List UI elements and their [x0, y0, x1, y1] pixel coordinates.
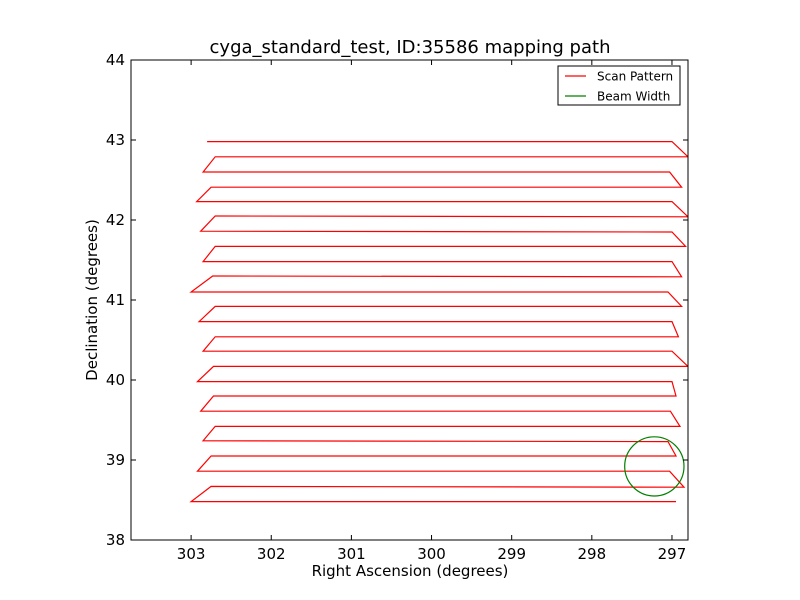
y-tick-label: 40	[106, 371, 125, 389]
y-tick-label: 38	[106, 531, 125, 549]
legend-box	[557, 65, 681, 106]
legend: Scan Pattern Beam Width	[557, 65, 681, 106]
chart-title: cyga_standard_test, ID:35586 mapping pat…	[210, 37, 611, 58]
x-tick-label: 301	[337, 545, 366, 563]
legend-label-scan-pattern: Scan Pattern	[597, 70, 673, 84]
y-tick-label: 39	[106, 451, 125, 469]
x-tick-label: 300	[417, 545, 446, 563]
y-tick-label: 44	[106, 51, 125, 69]
y-tick-label: 43	[106, 131, 125, 149]
y-axis-label: Declination (degrees)	[83, 219, 101, 381]
axes: 303 302 301 300 299 298 297 38 39 40 41 42 43 44	[106, 51, 689, 563]
series-beam-width	[624, 436, 685, 497]
x-axis-label: Right Ascension (degrees)	[312, 562, 509, 580]
legend-label-beam-width: Beam Width	[597, 90, 670, 104]
x-tick-label: 297	[658, 545, 687, 563]
series-scan-pattern	[189, 141, 688, 503]
x-tick-label: 299	[497, 545, 526, 563]
x-tick-label: 302	[257, 545, 286, 563]
plot-area	[189, 141, 688, 503]
y-tick-label: 41	[106, 291, 125, 309]
x-tick-label: 298	[578, 545, 607, 563]
x-tick-label: 303	[177, 545, 206, 563]
y-tick-label: 42	[106, 211, 125, 229]
